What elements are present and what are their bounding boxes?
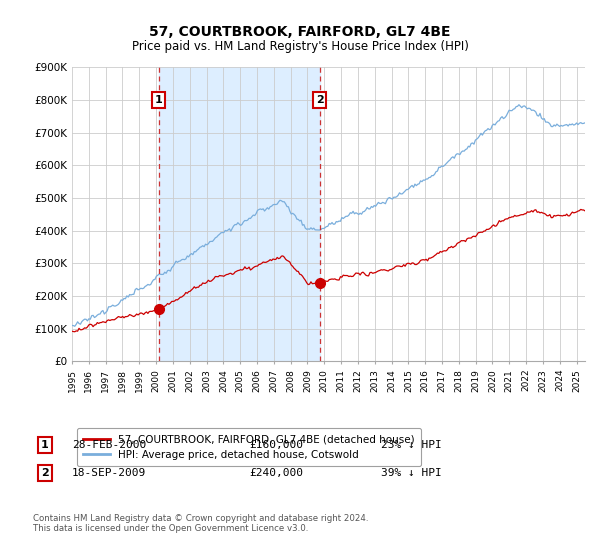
Text: 2: 2	[41, 468, 49, 478]
Text: 18-SEP-2009: 18-SEP-2009	[72, 468, 146, 478]
Text: £160,000: £160,000	[249, 440, 303, 450]
Text: £240,000: £240,000	[249, 468, 303, 478]
Text: 28-FEB-2000: 28-FEB-2000	[72, 440, 146, 450]
Legend: 57, COURTBROOK, FAIRFORD, GL7 4BE (detached house), HPI: Average price, detached: 57, COURTBROOK, FAIRFORD, GL7 4BE (detac…	[77, 428, 421, 466]
Text: 23% ↓ HPI: 23% ↓ HPI	[381, 440, 442, 450]
Text: Price paid vs. HM Land Registry's House Price Index (HPI): Price paid vs. HM Land Registry's House …	[131, 40, 469, 53]
Text: 2: 2	[316, 95, 323, 105]
Text: 57, COURTBROOK, FAIRFORD, GL7 4BE: 57, COURTBROOK, FAIRFORD, GL7 4BE	[149, 25, 451, 39]
Text: 1: 1	[41, 440, 49, 450]
Text: Contains HM Land Registry data © Crown copyright and database right 2024.
This d: Contains HM Land Registry data © Crown c…	[33, 514, 368, 533]
Text: 39% ↓ HPI: 39% ↓ HPI	[381, 468, 442, 478]
Bar	[159, 67, 320, 361]
Text: 1: 1	[155, 95, 163, 105]
